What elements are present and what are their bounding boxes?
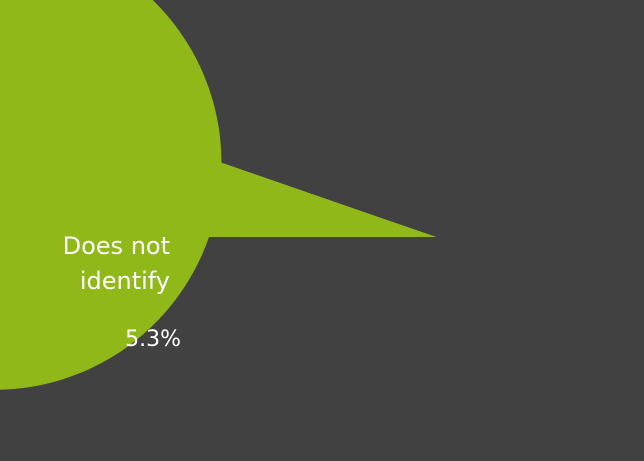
slice-value-label: 5.3%: [125, 327, 181, 352]
pie-slices: [0, 0, 436, 390]
slice-label-line-1: Does not: [63, 232, 170, 260]
pie-slice-slice-1: [0, 0, 436, 390]
slice-label-line-2: identify: [80, 267, 170, 295]
slice-label-does-not-identify: Does not identify 5.3%: [63, 232, 181, 352]
